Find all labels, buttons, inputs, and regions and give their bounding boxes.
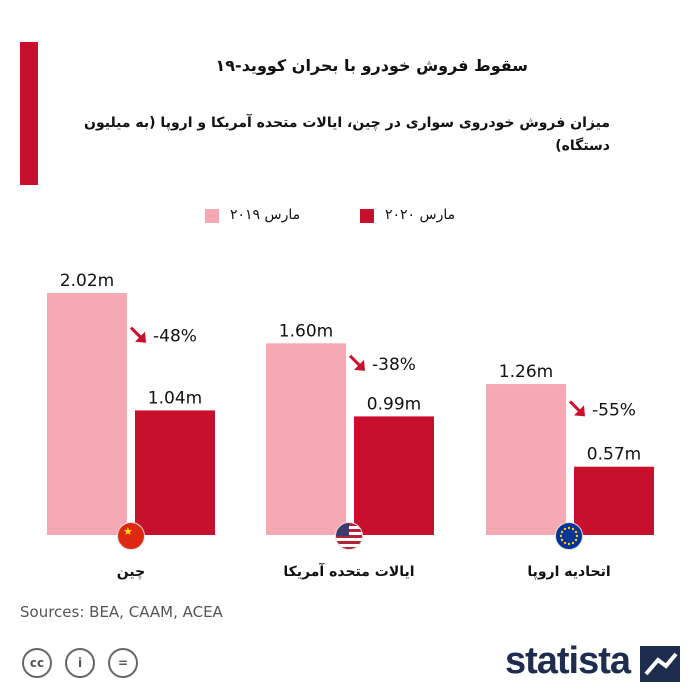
sources-note: Sources: BEA, CAAM, ACEA [20,603,223,621]
legend-label-2020: مارس ۲۰۲۰ [385,207,456,223]
statista-logo-mark [640,646,680,682]
percent-change-label: -48% [153,327,197,347]
china-flag-icon: ★ [117,522,145,550]
value-label: 0.57m [587,445,641,465]
chart-title: سقوط فروش خودرو با بحران کووید-۱۹ [215,56,528,75]
decrease-arrow-icon [129,326,146,343]
bar-chart: 2.02m 1.04m -48% 1.60m 0.99m -38% 1.26m 0.57m -5… [47,271,654,535]
value-label: 1.60m [279,321,333,341]
attribution-icon[interactable]: i [65,648,95,678]
bar-2020-0 [135,410,215,535]
value-label: 1.04m [148,388,202,408]
percent-change-label: -38% [372,355,416,375]
bar-2019-0 [47,293,127,535]
bar-2020-1 [354,416,434,535]
legend-label-2019: مارس ۲۰۱۹ [230,207,301,223]
cc-icon[interactable]: cc [22,648,52,678]
no-derivatives-icon[interactable]: = [108,648,138,678]
percent-change-label: -55% [592,400,636,420]
eu-flag-icon [555,522,583,550]
bar-2019-2 [486,384,566,535]
statista-logo[interactable]: statista [504,640,631,682]
category-label-usa: ایالات متحده آمریکا [283,564,415,580]
legend-swatch-2020 [360,209,374,223]
value-label: 2.02m [60,271,114,291]
usa-flag-icon [335,522,363,550]
bar-2020-2 [574,466,654,535]
legend: مارس ۲۰۱۹ مارس ۲۰۲۰ [0,204,700,228]
accent-bar [20,42,38,185]
decrease-arrow-icon [348,354,365,371]
value-label: 1.26m [499,362,553,382]
value-label: 0.99m [367,394,421,414]
decrease-arrow-icon [568,400,585,417]
bar-2019-1 [266,343,346,535]
chart-subtitle: میزان فروش خودروی سواری در چین، ایالات م… [84,115,610,154]
category-label-china: چین [116,564,146,580]
legend-swatch-2019 [205,209,219,223]
category-label-eu: اتحادیه اروپا [527,564,611,580]
